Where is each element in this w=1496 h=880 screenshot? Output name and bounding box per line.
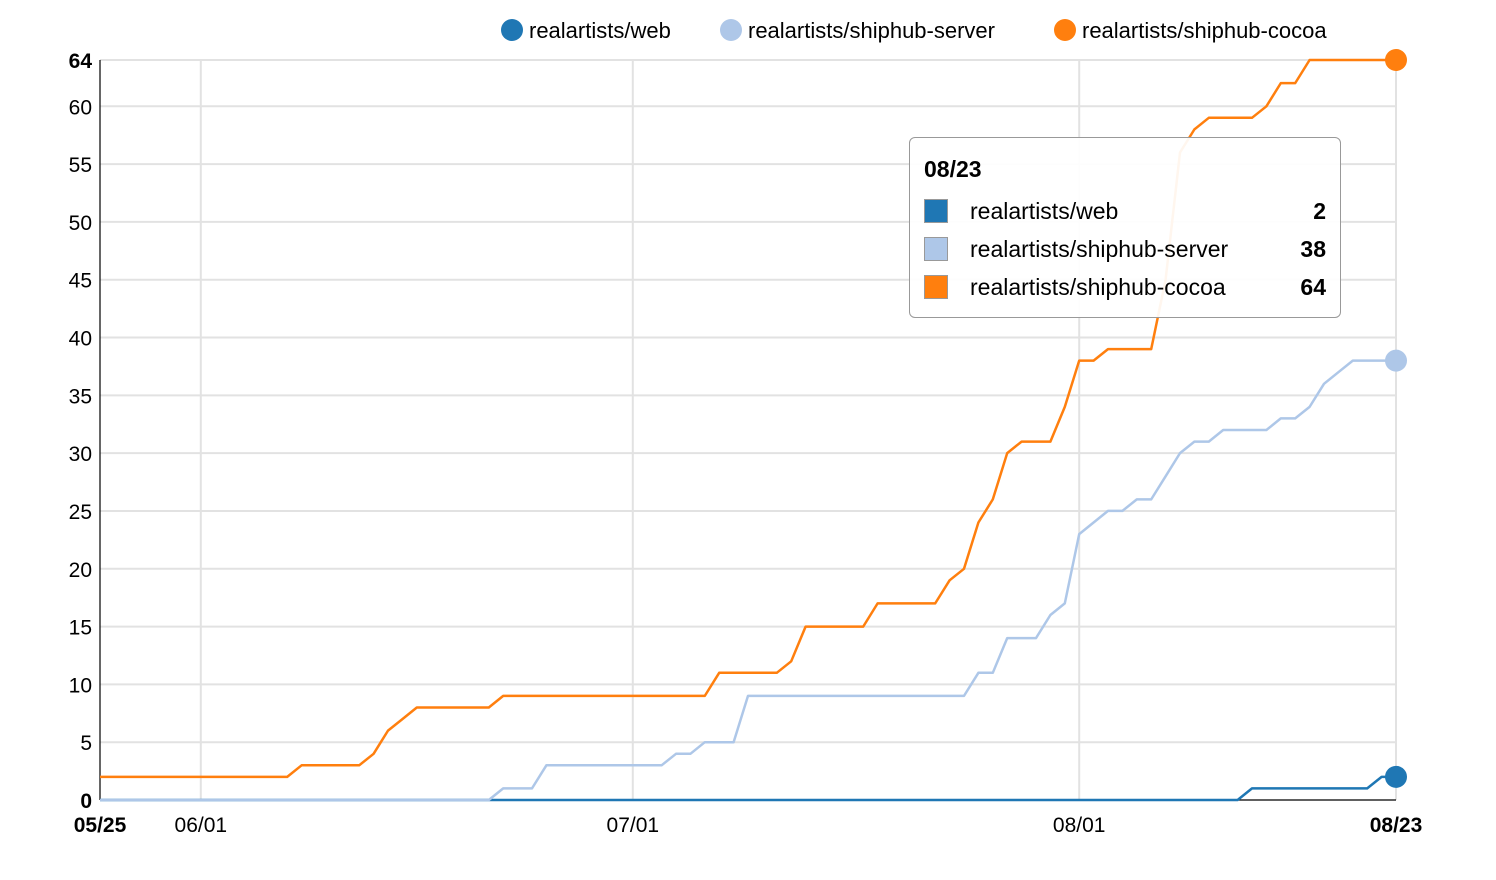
y-tick-label: 5 [80, 732, 92, 755]
x-tick-label: 08/01 [1053, 814, 1106, 837]
y-tick-label: 20 [69, 559, 92, 582]
tooltip-series-value: 2 [1313, 197, 1326, 224]
legend-dot [720, 19, 742, 41]
tooltip-date: 08/23 [924, 156, 982, 182]
series-line-shiphub-cocoa [100, 58, 1396, 779]
tooltip-series-name: realartists/shiphub-server [970, 235, 1229, 262]
tooltip-swatch-shiphub-server [924, 237, 948, 261]
y-tick-label: 30 [69, 443, 92, 466]
legend-dot [501, 19, 523, 41]
y-tick-label: 45 [69, 270, 92, 293]
y-tick-label: 40 [69, 328, 92, 351]
legend-label: realartists/web [529, 18, 671, 43]
chart-grid [100, 59, 1397, 800]
tooltip-row: realartists/web 2 [924, 192, 1326, 230]
y-tick-label: 55 [69, 154, 92, 177]
x-tick-label: 06/01 [175, 814, 228, 837]
legend-dot [1054, 19, 1076, 41]
series-end-point-shiphub-server [1385, 349, 1407, 372]
y-tick-label: 35 [69, 385, 92, 408]
y-tick-label: 60 [69, 96, 92, 119]
series-line-web [100, 775, 1396, 802]
y-tick-label: 50 [69, 212, 92, 235]
y-tick-label: 64 [69, 50, 93, 73]
y-tick-label: 0 [80, 790, 92, 813]
series-end-point-shiphub-cocoa [1385, 49, 1407, 71]
series-line-shiphub-server [100, 359, 1396, 802]
legend-label: realartists/shiphub-cocoa [1082, 18, 1327, 43]
legend-item-web[interactable]: realartists/web [501, 18, 671, 43]
hover-tooltip: 08/23 realartists/web 2 realartists/ship… [909, 137, 1341, 318]
chart-series-lines [100, 49, 1407, 802]
tooltip-series-value: 38 [1300, 235, 1326, 262]
x-tick-label: 07/01 [607, 814, 660, 837]
tooltip-series-name: realartists/web [970, 197, 1119, 224]
tooltip-series-value: 64 [1300, 273, 1326, 300]
legend-label: realartists/shiphub-server [748, 18, 995, 43]
tooltip-row: realartists/shiphub-cocoa 64 [924, 268, 1326, 306]
tooltip-swatch-web [924, 199, 948, 223]
y-tick-label: 10 [69, 674, 92, 697]
tooltip-swatch-shiphub-cocoa [924, 275, 948, 299]
y-tick-label: 15 [69, 617, 92, 640]
x-tick-label: 05/25 [74, 814, 127, 837]
chart-legend: realartists/web realartists/shiphub-serve… [501, 18, 1327, 43]
series-end-point-web [1385, 765, 1407, 788]
tooltip-series-name: realartists/shiphub-cocoa [970, 273, 1226, 300]
legend-item-shiphub-server[interactable]: realartists/shiphub-server [720, 18, 995, 43]
x-tick-label: 08/23 [1370, 814, 1423, 837]
tooltip-row: realartists/shiphub-server 38 [924, 230, 1326, 268]
legend-item-shiphub-cocoa[interactable]: realartists/shiphub-cocoa [1054, 18, 1327, 43]
y-tick-label: 25 [69, 501, 92, 524]
